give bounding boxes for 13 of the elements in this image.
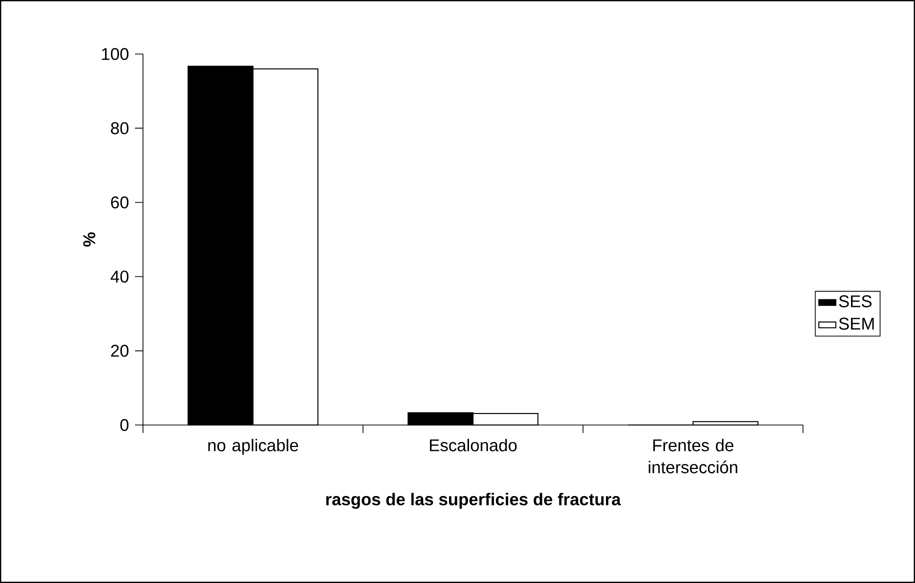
- y-tick-label: 40: [110, 270, 128, 283]
- y-tick-label: 100: [102, 48, 128, 60]
- x-axis-title: rasgos de las superficies de fractura: [326, 492, 621, 509]
- legend-label: SES: [839, 295, 872, 308]
- y-axis-title: %: [83, 232, 96, 247]
- x-tick-label: Frentes de intersección: [648, 438, 738, 474]
- y-tick-label: 80: [110, 122, 128, 134]
- x-tick-label: Escalonado: [430, 438, 517, 452]
- legend-label: SEM: [839, 318, 874, 330]
- y-tick-label: 60: [111, 196, 128, 208]
- x-tick-label: no aplicable: [208, 438, 298, 455]
- y-tick-label: 20: [111, 344, 128, 357]
- y-tick-label: 0: [120, 418, 128, 432]
